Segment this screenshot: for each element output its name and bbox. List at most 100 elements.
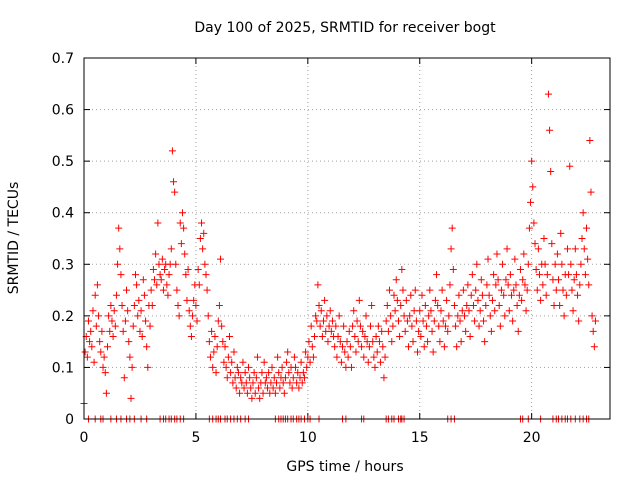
data-point [522, 307, 530, 315]
data-point [588, 312, 596, 320]
data-point [127, 394, 135, 402]
data-point [552, 286, 560, 294]
data-point [333, 353, 341, 361]
data-point [473, 260, 481, 268]
data-point [337, 358, 345, 366]
data-point [591, 317, 599, 325]
data-point [387, 312, 395, 320]
data-point [544, 90, 552, 98]
data-point [570, 276, 578, 284]
data-point [225, 332, 233, 340]
data-point [383, 302, 391, 310]
data-point [153, 281, 161, 289]
data-point [440, 343, 448, 351]
data-point [437, 307, 445, 315]
data-point [455, 291, 463, 299]
data-point [559, 286, 567, 294]
data-point [307, 322, 315, 330]
data-point [172, 260, 180, 268]
data-point [518, 296, 526, 304]
data-point [375, 338, 383, 346]
data-point [529, 183, 537, 191]
data-point [298, 379, 306, 387]
data-point [551, 260, 559, 268]
data-point [245, 363, 253, 371]
data-point [325, 322, 333, 330]
data-point [539, 281, 547, 289]
data-point [377, 358, 385, 366]
data-point [396, 332, 404, 340]
data-point [574, 291, 582, 299]
data-point [328, 317, 336, 325]
axis-ticks: 0 0.1 0.2 0.3 0.4 0.5 0.6 0.7 0 5 10 15 20 [52, 51, 610, 446]
data-point [467, 291, 475, 299]
data-point [305, 338, 313, 346]
data-point [371, 363, 379, 371]
data-point [403, 317, 411, 325]
data-point [268, 363, 276, 371]
data-point [458, 307, 466, 315]
data-point [192, 302, 200, 310]
data-point [580, 245, 588, 253]
data-point [270, 374, 278, 382]
data-point [265, 369, 273, 377]
data-point [494, 276, 502, 284]
data-point [88, 343, 96, 351]
data-point [135, 296, 143, 304]
data-point [542, 291, 550, 299]
data-point [314, 281, 322, 289]
data-point [176, 219, 184, 227]
data-point [309, 353, 317, 361]
data-point [417, 332, 425, 340]
data-point [431, 296, 439, 304]
data-point [249, 379, 257, 387]
data-point [175, 312, 183, 320]
data-point [485, 291, 493, 299]
data-point [558, 260, 566, 268]
data-point [553, 250, 561, 258]
data-point [430, 317, 438, 325]
data-point [161, 265, 169, 273]
data-point [447, 245, 455, 253]
data-point [221, 343, 229, 351]
data-point [418, 291, 426, 299]
data-point [478, 291, 486, 299]
data-point [372, 332, 380, 340]
data-point [500, 291, 508, 299]
data-point [468, 271, 476, 279]
data-point [126, 353, 134, 361]
data-point [90, 358, 98, 366]
data-point [585, 281, 593, 289]
data-point [496, 322, 504, 330]
chart-title: Day 100 of 2025, SRMTID for receiver bog… [194, 20, 496, 36]
data-point [251, 389, 259, 397]
data-point [534, 245, 542, 253]
data-points [80, 90, 599, 423]
data-point [386, 286, 394, 294]
data-point [109, 332, 117, 340]
data-point [326, 307, 334, 315]
data-point [582, 224, 590, 232]
y-axis-label: SRMTID / TECUs [6, 182, 22, 295]
data-point [101, 369, 109, 377]
y-tick-label: 0.2 [52, 309, 74, 325]
data-point [510, 286, 518, 294]
data-point [217, 255, 225, 263]
data-point [178, 209, 186, 217]
data-point [313, 317, 321, 325]
data-point [308, 343, 316, 351]
data-point [128, 363, 136, 371]
y-tick-label: 0 [65, 412, 74, 428]
data-point [87, 327, 95, 335]
data-point [493, 250, 501, 258]
data-point [316, 322, 324, 330]
data-point [565, 271, 573, 279]
data-point [412, 317, 420, 325]
data-point [240, 384, 248, 392]
data-point [136, 327, 144, 335]
data-point [444, 327, 452, 335]
data-point [523, 286, 531, 294]
x-tick-label: 15 [411, 430, 429, 446]
data-point [230, 348, 238, 356]
data-point [401, 327, 409, 335]
